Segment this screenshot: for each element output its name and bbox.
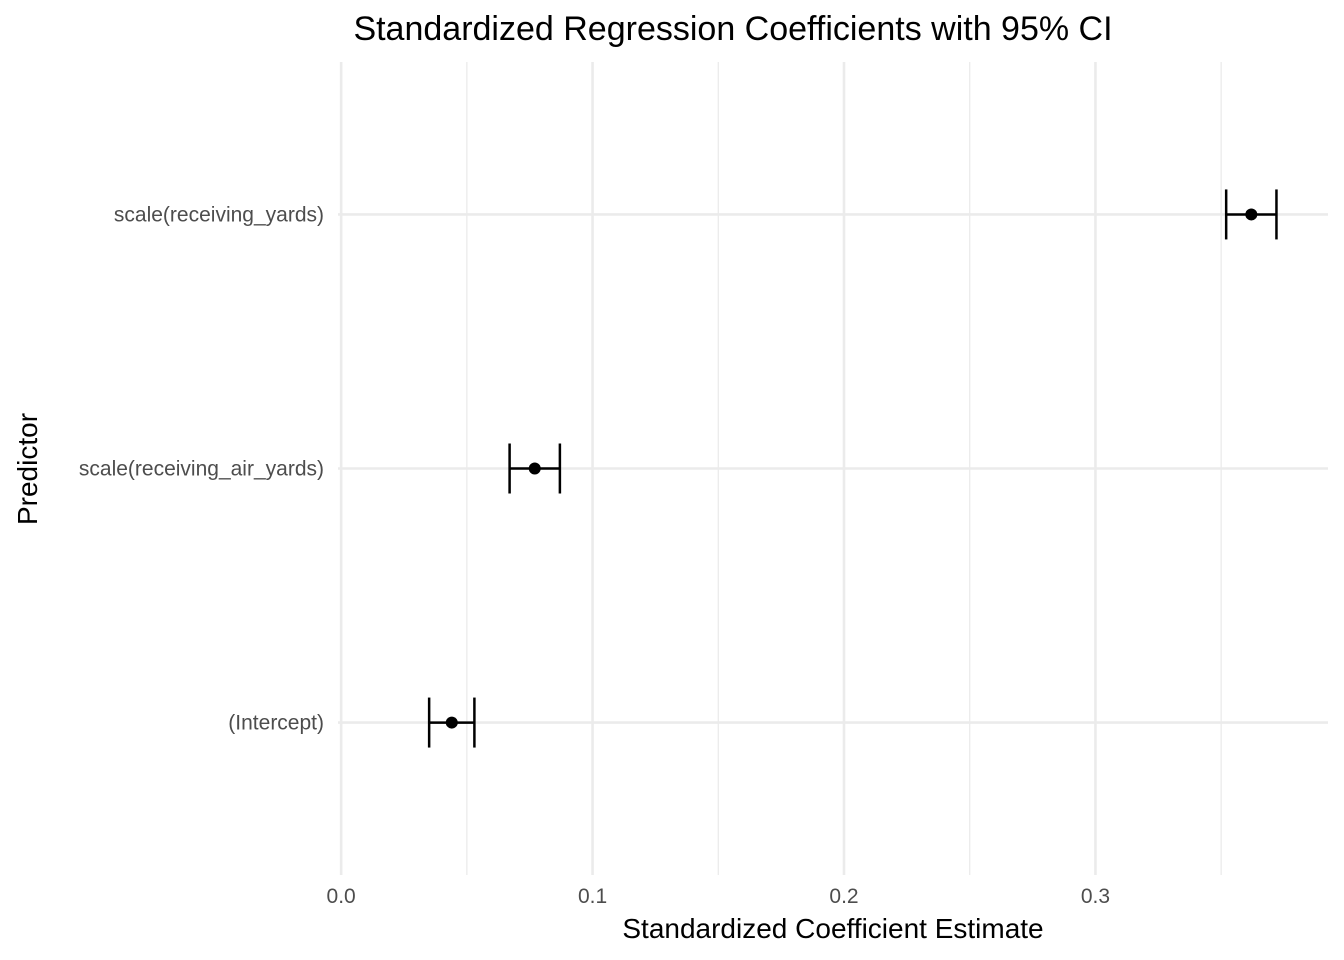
chart-title: Standardized Regression Coefficients wit…	[353, 10, 1112, 48]
x-tick-label: 0.1	[578, 885, 607, 908]
y-tick-label: scale(receiving_yards)	[114, 203, 324, 226]
x-axis-title: Standardized Coefficient Estimate	[622, 913, 1043, 944]
x-tick-label: 0.3	[1081, 885, 1110, 908]
x-tick-labels: 0.0 0.1 0.2 0.3	[327, 885, 1110, 908]
x-tick-label: 0.0	[327, 885, 356, 908]
estimate-point	[445, 716, 458, 729]
estimate-point	[528, 462, 541, 475]
x-tick-label: 0.2	[829, 885, 858, 908]
y-tick-labels: scale(receiving_yards) scale(receiving_ai…	[79, 203, 324, 734]
error-bars-and-points	[427, 189, 1278, 748]
y-axis-title: Predictor	[12, 413, 43, 525]
grid	[338, 62, 1328, 875]
y-tick-label: scale(receiving_air_yards)	[79, 458, 324, 481]
y-tick-label: (Intercept)	[228, 712, 324, 735]
estimate-point	[1245, 208, 1258, 221]
